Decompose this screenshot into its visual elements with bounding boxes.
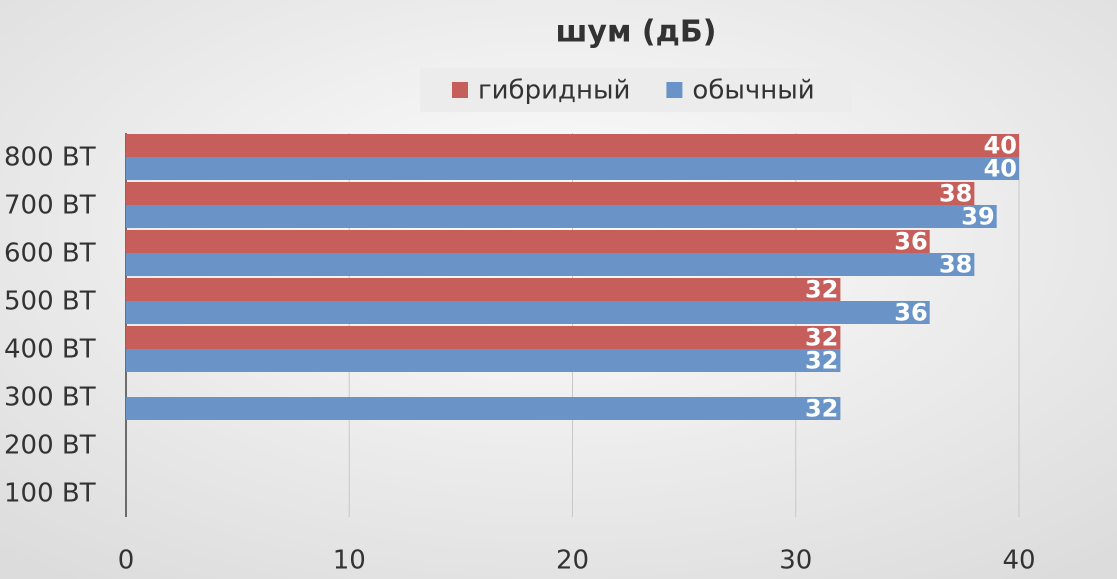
data-label: 39 — [961, 203, 994, 231]
x-tick-label: 10 — [333, 546, 366, 576]
y-tick-label: 100 ВТ — [4, 479, 96, 509]
bar — [126, 326, 841, 349]
x-tick-label: 40 — [1002, 546, 1035, 576]
bar — [126, 182, 975, 205]
y-tick-label: 200 ВТ — [4, 431, 96, 461]
data-label: 32 — [805, 395, 838, 423]
data-label: 32 — [805, 347, 838, 375]
bar — [126, 157, 1019, 180]
data-label: 38 — [939, 180, 972, 208]
legend-label: обычный — [692, 76, 814, 106]
data-label: 36 — [894, 299, 927, 327]
bar — [126, 349, 841, 372]
legend-swatch — [666, 82, 683, 98]
bar — [126, 230, 930, 253]
x-tick-label: 30 — [779, 546, 812, 576]
bar — [126, 205, 997, 228]
data-label: 40 — [984, 132, 1017, 160]
x-tick-label: 0 — [118, 546, 135, 576]
y-tick-label: 400 ВТ — [4, 335, 96, 365]
data-label: 32 — [805, 276, 838, 304]
legend-box — [420, 68, 852, 112]
bar — [126, 301, 930, 324]
y-tick-label: 700 ВТ — [4, 191, 96, 221]
y-tick-label: 800 ВТ — [4, 143, 96, 173]
bar — [126, 278, 841, 301]
x-tick-label: 20 — [556, 546, 589, 576]
y-tick-label: 300 ВТ — [4, 383, 96, 413]
data-label: 36 — [894, 228, 927, 256]
bar — [126, 397, 841, 420]
data-label: 32 — [805, 324, 838, 352]
bar — [126, 253, 975, 276]
data-label: 40 — [984, 155, 1017, 183]
y-tick-label: 600 ВТ — [4, 239, 96, 269]
chart-title: шум (дБ) — [556, 15, 717, 50]
data-label: 38 — [939, 251, 972, 279]
bar — [126, 134, 1019, 157]
legend-swatch — [452, 82, 468, 98]
y-tick-label: 500 ВТ — [4, 287, 96, 317]
legend-label: гибридный — [478, 76, 630, 106]
